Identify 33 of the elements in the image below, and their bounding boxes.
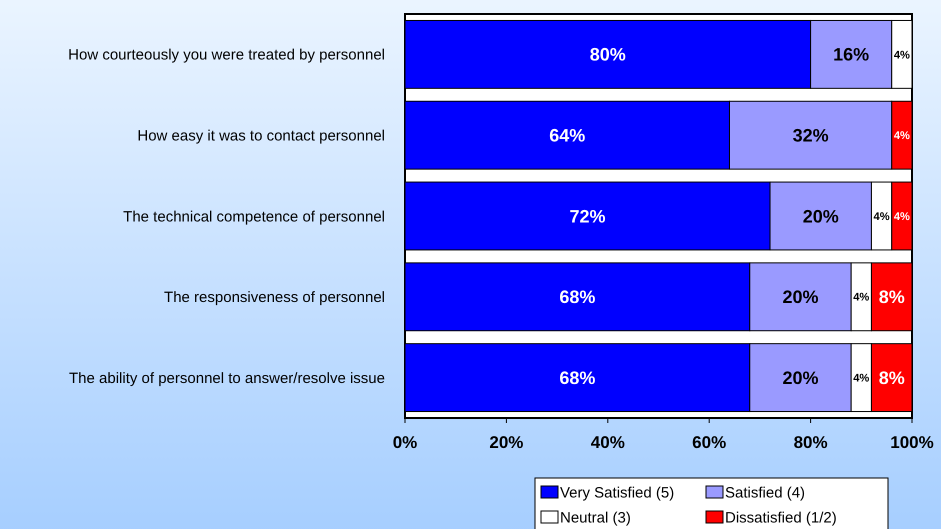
y-tick-label: The technical competence of personnel bbox=[123, 208, 385, 226]
data-label: 20% bbox=[802, 206, 839, 226]
data-label: 68% bbox=[559, 287, 596, 308]
data-label: 68% bbox=[559, 368, 596, 388]
data-label: 8% bbox=[878, 287, 905, 308]
x-tick-label: 60% bbox=[692, 433, 726, 452]
y-tick-label: How courteously you were treated by personnel bbox=[68, 46, 385, 64]
legend-label: Dissatisfied (1/2) bbox=[725, 509, 837, 526]
data-label: 4% bbox=[853, 292, 870, 304]
data-label: 20% bbox=[782, 368, 818, 388]
data-label: 4% bbox=[894, 49, 910, 62]
data-label: 64% bbox=[549, 126, 586, 146]
x-tick-label: 40% bbox=[590, 433, 625, 452]
data-label: 72% bbox=[570, 206, 606, 226]
legend-label: Neutral (3) bbox=[560, 509, 631, 526]
x-tick-label: 80% bbox=[794, 433, 828, 452]
data-label: 4% bbox=[853, 372, 870, 384]
x-tick-label: 0% bbox=[392, 433, 418, 452]
data-label: 8% bbox=[878, 368, 905, 388]
y-tick-label: The responsiveness of personnel bbox=[164, 289, 385, 306]
x-tick-label: 20% bbox=[489, 433, 524, 452]
y-tick-label: The ability of personnel to answer/resolve issue bbox=[69, 370, 385, 387]
data-label: 4% bbox=[874, 210, 890, 223]
data-label: 4% bbox=[894, 210, 910, 223]
data-label: 4% bbox=[894, 130, 910, 142]
legend-label: Very Satisfied (5) bbox=[560, 484, 674, 502]
data-label: 20% bbox=[782, 287, 818, 308]
data-label: 80% bbox=[590, 44, 626, 65]
x-tick-label: 100% bbox=[890, 433, 934, 452]
data-label: 32% bbox=[792, 126, 829, 146]
data-label: 16% bbox=[833, 44, 870, 65]
y-tick-label: How easy it was to contact personnel bbox=[137, 127, 385, 144]
legend-label: Satisfied (4) bbox=[725, 484, 806, 502]
